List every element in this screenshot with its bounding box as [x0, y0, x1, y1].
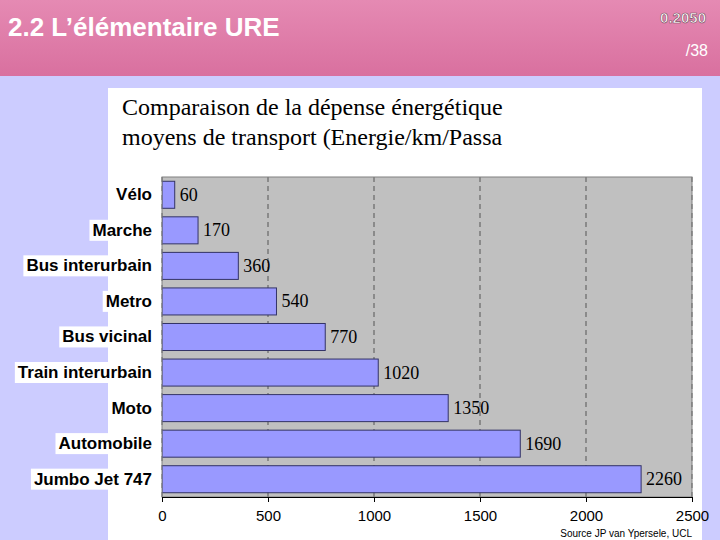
category-label: Marche	[92, 221, 152, 240]
category-label-bg	[59, 326, 155, 347]
category-tick: Train interurbain	[15, 362, 155, 383]
category-tick: Bus vicinal	[59, 326, 155, 347]
data-label: 170	[203, 220, 230, 240]
category-label-bg	[108, 398, 155, 419]
category-tick: Vélo	[113, 184, 155, 205]
tick-label: 1000	[358, 507, 391, 524]
chart-title-line: Comparaison de la dépense énergétique	[122, 94, 503, 120]
grid	[162, 177, 692, 497]
data-label: 60	[180, 185, 198, 205]
category-label-bg	[23, 255, 155, 276]
bar	[162, 181, 175, 208]
category-label-bg	[56, 433, 156, 454]
header-page: /38	[686, 42, 708, 59]
background	[0, 0, 720, 540]
data-label: 1350	[453, 398, 489, 418]
category-label: Moto	[111, 399, 152, 418]
data-labels: 60170 360 540 770 1020 1350 1690 2260	[180, 185, 682, 489]
bar	[162, 323, 325, 350]
data-label: 2260	[646, 469, 682, 489]
tick-mark	[692, 497, 693, 502]
bar	[162, 395, 448, 422]
slide: 2.2 L’élémentaire URE 0.2050/38 Comparaiso…	[0, 0, 720, 540]
category-tick: Jumbo Jet 747	[31, 469, 155, 490]
tick-mark	[374, 497, 375, 502]
category-label: Vélo	[116, 185, 152, 204]
tick-label: 500	[256, 507, 281, 524]
plot-area	[162, 177, 692, 497]
category-label-bg	[15, 362, 155, 383]
tick-label: 2500	[676, 507, 709, 524]
axis-line	[163, 498, 693, 503]
category-label-bg	[31, 469, 155, 490]
category-tick: Automobile	[56, 433, 156, 454]
header-title: 2.2 L’élémentaire URE	[8, 12, 280, 42]
data-label: 360	[243, 256, 270, 276]
category-label: Automobile	[59, 434, 153, 453]
bar	[162, 217, 198, 244]
tick-mark	[268, 497, 269, 502]
category-label: Metro	[106, 292, 152, 311]
tick-label: 2000	[570, 507, 603, 524]
category-tick: Moto	[108, 398, 155, 419]
category-label: Bus vicinal	[62, 327, 152, 346]
tick-label: 1500	[464, 507, 497, 524]
plot-frame	[162, 177, 692, 497]
category-label-bg	[89, 220, 155, 241]
bar	[162, 359, 378, 386]
tick: 1500	[464, 497, 497, 524]
tick: 2500	[676, 497, 709, 524]
category-label: Bus interurbain	[26, 256, 152, 275]
data-label: 1020	[383, 363, 419, 383]
grid-line	[586, 177, 587, 497]
tick: 500	[256, 497, 281, 524]
chart-panel	[108, 88, 702, 540]
category-tick: Marche	[89, 220, 155, 241]
header-code: 0.2050	[660, 9, 706, 26]
tick-mark	[162, 497, 163, 502]
bar	[162, 466, 641, 493]
category-label-bg	[113, 184, 155, 205]
header-bar	[0, 0, 720, 76]
chart-title: Comparaison de la dépense énergétique moy…	[122, 94, 503, 150]
tick-mark	[586, 497, 587, 502]
category-label: Jumbo Jet 747	[34, 470, 152, 489]
data-label: 1690	[525, 434, 561, 454]
bars	[162, 181, 641, 492]
tick-mark	[480, 497, 481, 502]
bar	[162, 252, 238, 279]
category-axis: Vélo Marche Bus interurbain Metro Bus vicina…	[15, 184, 155, 489]
bar	[162, 430, 520, 457]
value-axis: 0 500 1000 1500 2000 2500	[158, 497, 709, 524]
tick: 1000	[358, 497, 391, 524]
data-label: 540	[281, 291, 308, 311]
chart-title-line: moyens de transport (Energie/km/Passa	[122, 124, 502, 150]
data-label: 770	[330, 327, 357, 347]
source-note: Source JP van Ypersele, UCL	[560, 528, 692, 539]
category-label-bg	[103, 291, 155, 312]
tick-label: 0	[158, 507, 166, 524]
category-tick: Bus interurbain	[23, 255, 155, 276]
tick: 0	[158, 497, 166, 524]
category-tick: Metro	[103, 291, 155, 312]
bar	[162, 288, 276, 315]
category-label: Train interurbain	[18, 363, 152, 382]
tick: 2000	[570, 497, 603, 524]
